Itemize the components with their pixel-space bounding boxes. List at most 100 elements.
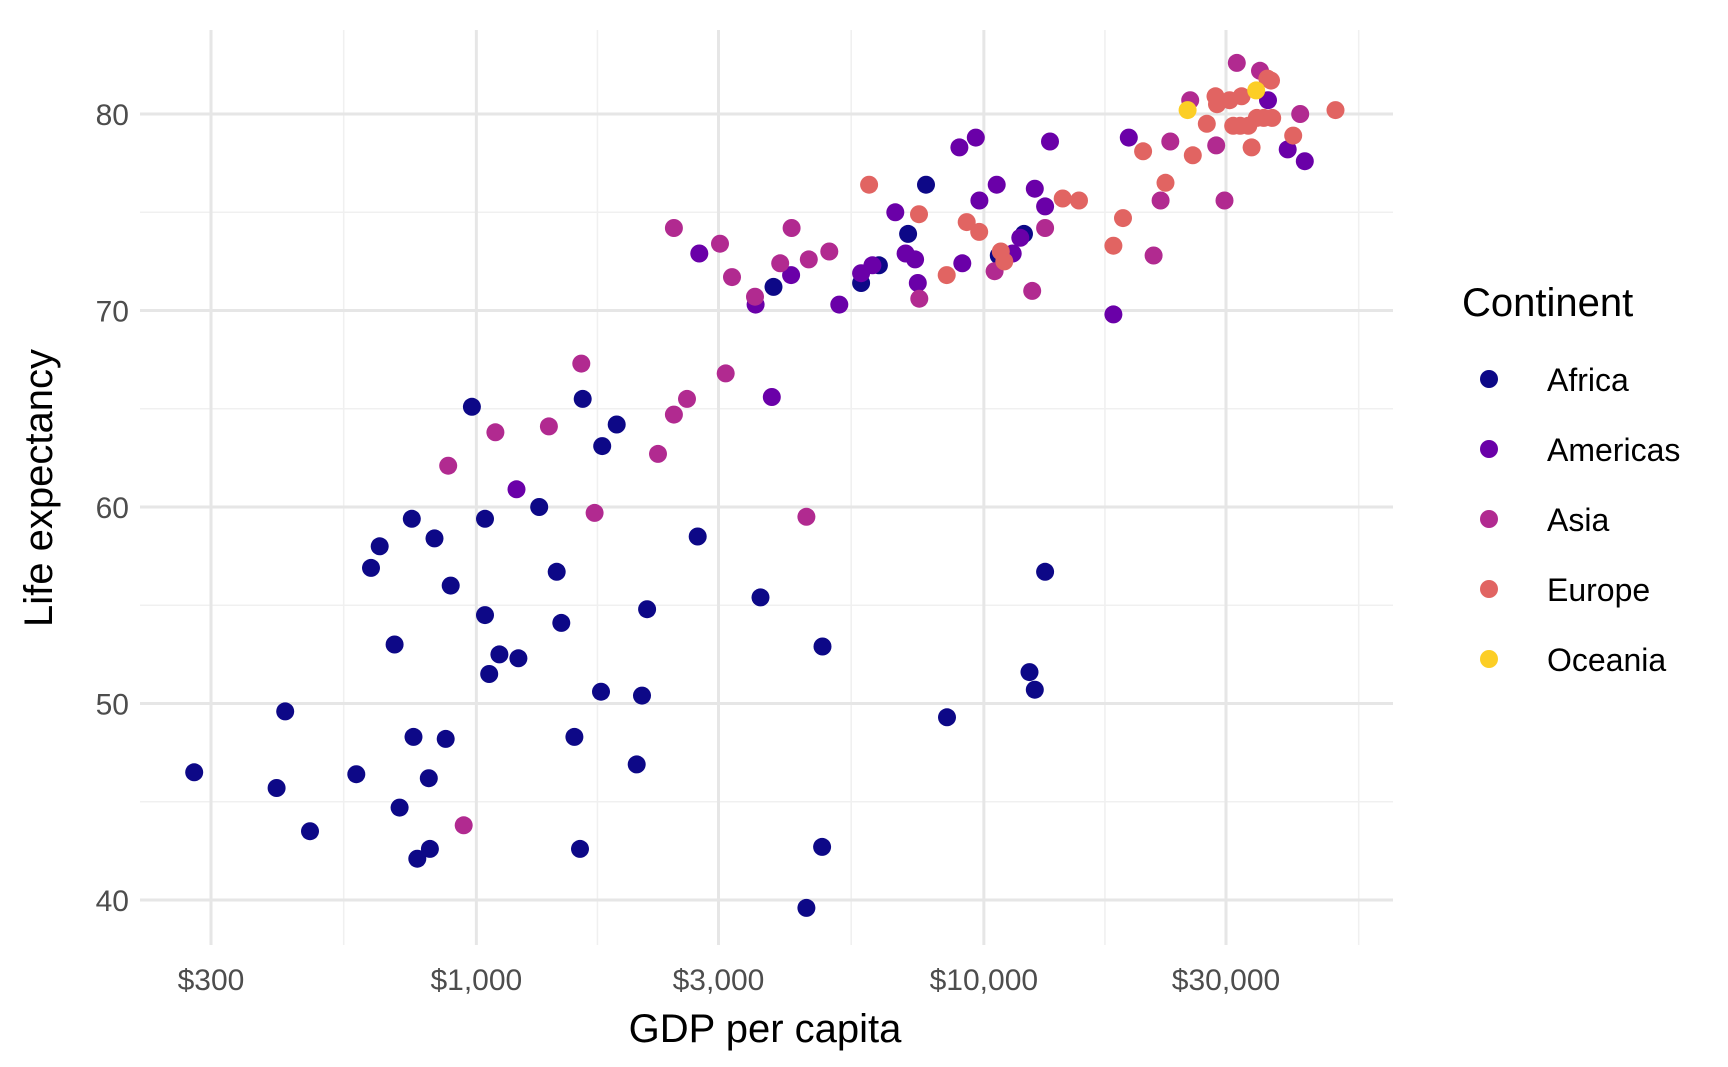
y-tick-label: 70 (96, 296, 129, 329)
data-point-americas (782, 266, 801, 285)
data-point-europe (1284, 126, 1303, 145)
data-point-africa (347, 765, 366, 784)
data-point-asia (572, 354, 591, 373)
data-point-africa (592, 682, 610, 701)
x-tick-label: $1,000 (430, 964, 522, 997)
data-point-europe (1134, 142, 1153, 161)
data-point-europe (957, 213, 976, 232)
data-point-africa (1025, 680, 1044, 699)
legend: Continent Africa Americas Asia Europe Oceani… (1462, 281, 1680, 678)
data-point-americas (863, 256, 882, 275)
x-tick-label: $300 (178, 964, 245, 997)
data-point-africa (547, 562, 566, 581)
data-point-europe (910, 205, 928, 224)
data-point-europe (1326, 101, 1345, 120)
data-point-africa (425, 529, 444, 548)
data-point-europe (1197, 114, 1216, 133)
data-point-europe (1156, 173, 1175, 192)
x-tick-label: $3,000 (673, 964, 765, 997)
x-axis-title: GDP per capita (629, 1007, 902, 1051)
y-tick-label: 60 (96, 492, 129, 525)
data-point-asia (1215, 191, 1234, 210)
data-point-europe (1232, 87, 1251, 106)
data-point-africa (593, 437, 612, 456)
data-point-asia (771, 254, 790, 273)
data-point-americas (1025, 179, 1044, 198)
data-point-africa (385, 635, 404, 654)
y-tick-label: 50 (96, 689, 129, 722)
data-point-europe (860, 175, 879, 194)
data-point-europe (1262, 71, 1280, 90)
data-point-americas (908, 274, 927, 292)
data-point-africa (573, 389, 592, 408)
data-point-americas (1278, 140, 1297, 159)
data-point-asia (1227, 53, 1246, 72)
data-point-africa (490, 645, 509, 664)
data-point-asia (1161, 132, 1180, 151)
data-point-americas (886, 203, 905, 222)
data-point-europe (1242, 138, 1261, 157)
data-point-asia (711, 234, 729, 253)
data-point-africa (441, 576, 460, 595)
data-point-asia (454, 816, 473, 835)
data-point-africa (552, 613, 571, 632)
data-point-americas (1119, 128, 1138, 147)
data-point-africa (917, 175, 935, 194)
data-point-asia (716, 364, 735, 383)
data-point-europe (1183, 146, 1202, 165)
data-point-asia (649, 444, 667, 463)
data-point-asia (799, 250, 818, 269)
data-point-africa (688, 527, 707, 546)
data-point-africa (436, 729, 455, 748)
legend-title: Continent (1462, 281, 1633, 325)
legend-label-asia: Asia (1547, 502, 1609, 538)
legend-key-asia (1480, 510, 1498, 528)
data-point-africa (276, 702, 295, 721)
legend-items: Africa Americas Asia Europe Oceania (1480, 362, 1680, 678)
data-point-asia (1144, 246, 1163, 265)
data-points (185, 53, 1345, 917)
data-point-africa (607, 415, 626, 434)
data-point-africa (476, 509, 494, 528)
data-point-africa (301, 822, 319, 841)
y-axis-title: Life expectancy (17, 349, 61, 627)
legend-label-oceania: Oceania (1547, 642, 1666, 678)
data-point-africa (627, 755, 646, 774)
data-point-americas (906, 250, 925, 269)
data-point-africa (404, 727, 423, 746)
data-point-europe (1114, 209, 1132, 228)
data-point-africa (362, 558, 380, 577)
gridlines (140, 30, 1393, 945)
legend-key-europe (1480, 580, 1498, 598)
data-point-americas (970, 191, 989, 210)
data-point-americas (762, 388, 781, 406)
legend-key-americas (1480, 440, 1498, 458)
data-point-americas (830, 295, 849, 314)
data-point-asia (539, 417, 558, 436)
data-point-europe (970, 222, 989, 241)
data-point-americas (987, 175, 1006, 194)
legend-key-africa (1480, 370, 1498, 388)
data-point-africa (480, 665, 499, 683)
data-point-africa (420, 839, 439, 858)
data-point-asia (1036, 219, 1055, 237)
data-point-europe (937, 266, 956, 285)
data-point-asia (782, 219, 801, 237)
data-point-americas (966, 128, 985, 147)
data-point-oceania (1178, 101, 1197, 120)
data-point-africa (1036, 562, 1055, 581)
legend-label-africa: Africa (1547, 362, 1629, 398)
data-point-americas (507, 480, 526, 499)
data-point-oceania (1247, 81, 1266, 100)
data-point-africa (899, 224, 918, 243)
data-point-africa (797, 898, 816, 917)
data-point-asia (820, 242, 839, 261)
data-point-asia (746, 287, 764, 306)
data-point-africa (638, 600, 657, 619)
x-tick-label: $10,000 (930, 964, 1038, 997)
y-tick-labels: 40 50 60 70 80 (96, 99, 129, 918)
data-point-africa (408, 849, 427, 868)
data-point-europe (995, 252, 1014, 271)
data-point-europe (1070, 191, 1088, 210)
